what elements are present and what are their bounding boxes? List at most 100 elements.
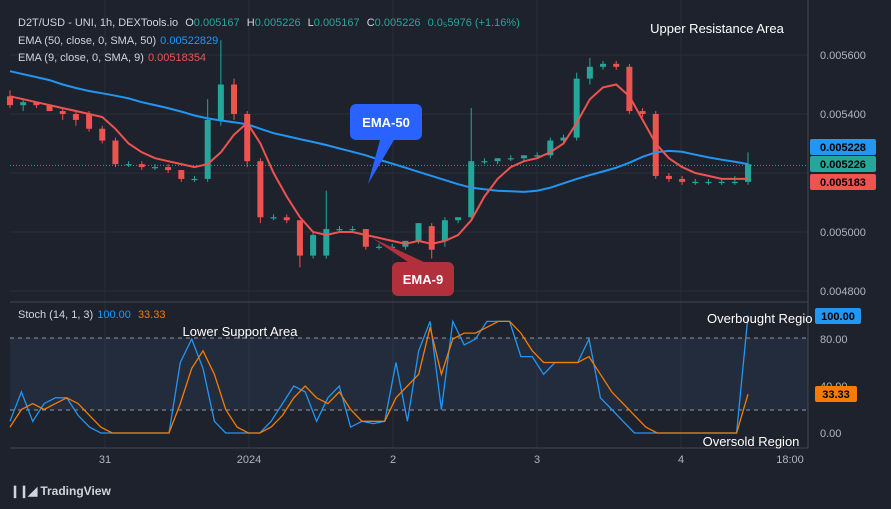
candle-body xyxy=(639,111,646,114)
candle-body xyxy=(362,229,369,247)
ema9-line xyxy=(9,83,748,245)
price-tick-label: 0.005000 xyxy=(820,227,866,239)
candle-body xyxy=(231,84,238,114)
tradingview-brand[interactable]: ❙❙◢ TradingView xyxy=(10,484,111,498)
ema50-callout: EMA-50 xyxy=(350,104,422,184)
symbol-title[interactable]: D2T/USD - UNI, 1h, DEXTools.io xyxy=(18,17,179,29)
candle-body xyxy=(731,181,738,184)
open-label: O xyxy=(185,17,194,29)
high-value: 0.005226 xyxy=(254,17,301,29)
candle-body xyxy=(59,111,66,114)
stoch-legend[interactable]: Stoch (14, 1, 3) 100.00 33.33 xyxy=(18,309,169,321)
candle-body xyxy=(72,114,79,120)
axes: 0.005600 0.005400 0.005000 0.004800 80.00 4 0.… xyxy=(99,50,866,466)
candle-body xyxy=(705,181,712,184)
candle-body xyxy=(718,181,725,184)
price-badge-ema9: 0.005183 xyxy=(810,174,876,190)
ema9-callout: EMA-9 xyxy=(372,238,454,296)
candle-body xyxy=(296,220,303,256)
candle-body xyxy=(112,140,119,165)
candle-body xyxy=(244,114,251,162)
candle-body xyxy=(99,128,106,141)
stoch-badge-d-text: 33.33 xyxy=(822,389,850,401)
candle-body xyxy=(547,140,554,156)
ema9-callout-box xyxy=(392,262,454,296)
stoch-lines xyxy=(9,315,749,434)
lower-support-label: Lower Support Area xyxy=(183,324,299,339)
ema50-legend[interactable]: EMA (50, close, 0, SMA, 50) 0.00522829 xyxy=(18,35,222,47)
time-tick-label: 3 xyxy=(534,454,540,466)
candles xyxy=(7,40,751,268)
candle-body xyxy=(310,234,317,256)
price-badge-close: 0.005226 xyxy=(810,156,876,172)
candle-body xyxy=(257,161,264,218)
candle-body xyxy=(600,63,607,67)
time-tick-label: 18:00 xyxy=(776,454,804,466)
candle-body xyxy=(165,167,172,171)
price-badge-ema50: 0.005228 xyxy=(810,139,876,155)
time-tick-label: 31 xyxy=(99,454,111,466)
candle-body xyxy=(494,158,501,162)
price-badge-close-text: 0.005226 xyxy=(820,159,866,171)
candle-body xyxy=(613,63,620,67)
candle-body xyxy=(270,217,277,219)
candle-body xyxy=(441,220,448,241)
ema9-callout-text: EMA-9 xyxy=(403,272,443,287)
candle-body xyxy=(151,167,158,169)
stoch-tick-label: 0.00 xyxy=(820,428,841,440)
price-badge-ema9-text: 0.005183 xyxy=(820,177,866,189)
price-tick-label: 0.004800 xyxy=(820,286,866,298)
overbought-label: Overbought Regio xyxy=(707,311,813,326)
ohlc-legend: D2T/USD - UNI, 1h, DEXTools.io O0.005167… xyxy=(18,17,524,29)
candle-body xyxy=(560,137,567,141)
candle-body xyxy=(191,178,198,181)
candle-body xyxy=(125,164,132,166)
candle-body xyxy=(376,246,382,248)
candle-body xyxy=(468,161,475,218)
price-badge-ema50-text: 0.005228 xyxy=(820,142,866,154)
candle-body xyxy=(652,114,659,176)
ema50-callout-box xyxy=(350,104,422,140)
time-tick-label: 4 xyxy=(678,454,684,466)
candle-body xyxy=(323,229,330,256)
candle-body xyxy=(86,114,93,129)
stoch-badge-k-text: 100.00 xyxy=(821,311,855,323)
candle-body xyxy=(692,181,699,184)
ema50-callout-text: EMA-50 xyxy=(362,115,410,130)
candle-body xyxy=(428,226,435,250)
candle-body xyxy=(204,119,211,179)
candle-body xyxy=(46,105,53,112)
ema9-legend-label: EMA (9, close, 0, SMA, 9) xyxy=(18,52,144,64)
open-value: 0.005167 xyxy=(193,17,240,29)
candle-body xyxy=(20,102,27,106)
stoch-d-value: 33.33 xyxy=(137,309,166,321)
brand-label: TradingView xyxy=(40,484,111,498)
ema9-legend[interactable]: EMA (9, close, 0, SMA, 9) 0.00518354 xyxy=(18,52,210,64)
stoch-badge-k: 100.00 xyxy=(815,308,861,324)
candle-body xyxy=(573,78,580,138)
candle-body xyxy=(626,66,633,112)
stoch-band xyxy=(10,338,808,410)
close-label: C xyxy=(366,17,375,29)
time-tick-label: 2 xyxy=(390,454,396,466)
stoch-tick-label: 80.00 xyxy=(820,334,848,346)
price-tick-label: 0.005400 xyxy=(820,109,866,121)
candle-body xyxy=(138,164,145,168)
ema9-callout-pointer xyxy=(372,238,424,262)
candle-body xyxy=(349,229,356,231)
tradingview-logo-icon: ❙❙◢ xyxy=(10,484,37,498)
low-label: L xyxy=(307,17,314,29)
price-tick-label: 0.005600 xyxy=(820,50,866,62)
candle-body xyxy=(336,229,343,231)
candle-body xyxy=(586,66,593,79)
candle-body xyxy=(217,84,224,120)
candle-body xyxy=(283,217,290,221)
close-value: 0.005226 xyxy=(374,17,421,29)
stoch-legend-label: Stoch (14, 1, 3) xyxy=(18,309,94,321)
candle-body xyxy=(679,178,686,182)
candle-body xyxy=(33,102,40,106)
ema9-legend-value: 0.00518354 xyxy=(147,52,207,64)
ema50-callout-pointer xyxy=(368,140,394,184)
